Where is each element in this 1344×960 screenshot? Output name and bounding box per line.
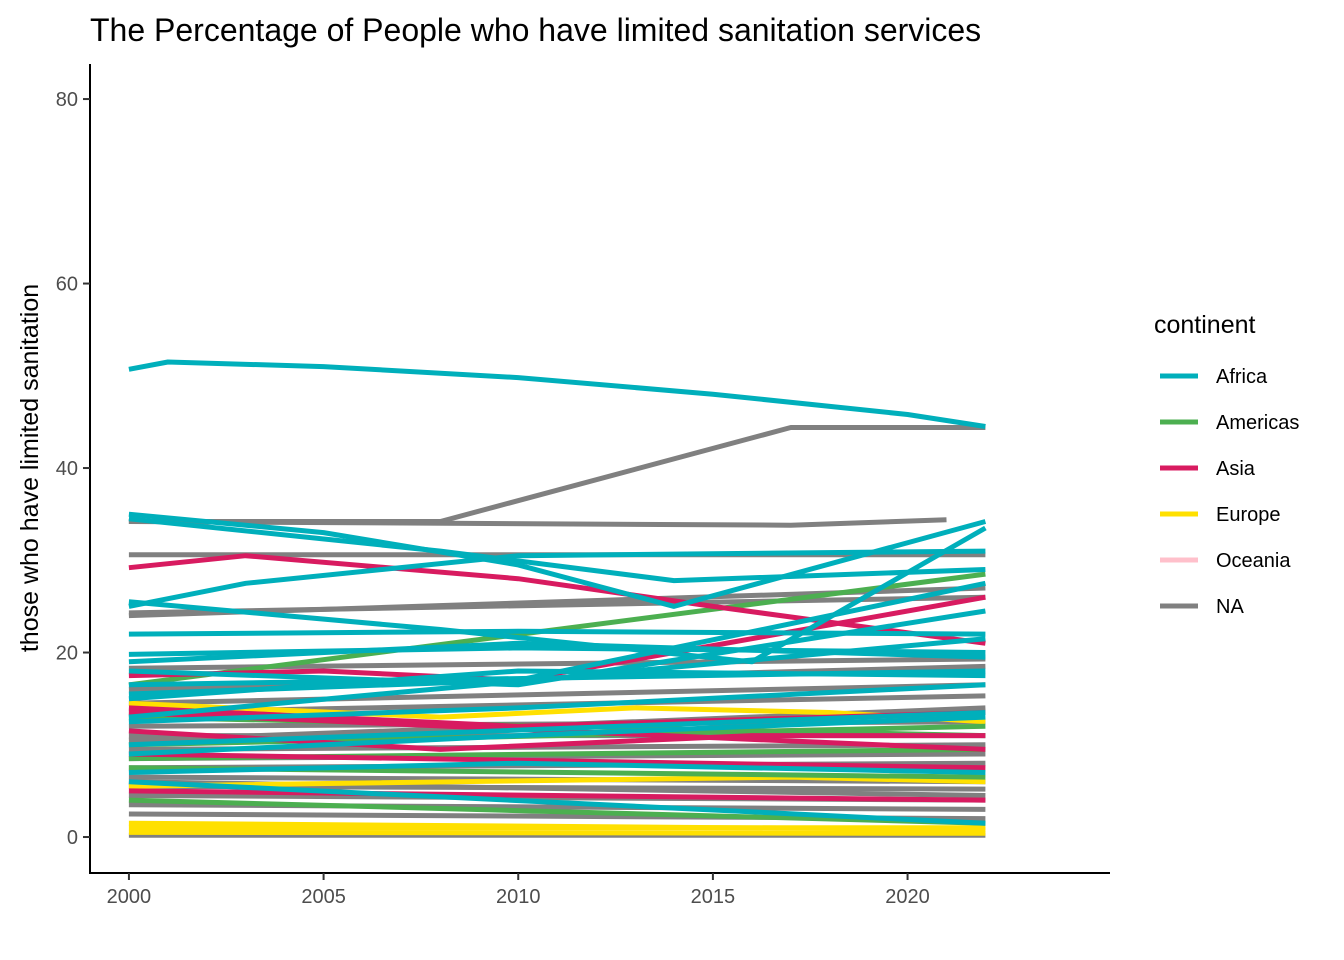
series-line-africa-44 xyxy=(128,525,987,665)
x-tick-label: 2020 xyxy=(885,886,930,908)
series-line-asia-38 xyxy=(128,751,986,771)
series-line-na-12 xyxy=(128,682,986,706)
series-line-europe-23 xyxy=(128,820,986,833)
y-tick-label: 20 xyxy=(56,643,78,665)
legend-label-africa: Africa xyxy=(1216,366,1268,388)
series-layer xyxy=(128,359,987,838)
series-line-africa-54 xyxy=(128,760,986,775)
x-ticks: 2000 2005 2010 2015 2020 xyxy=(107,873,930,908)
x-tick-label: 2000 xyxy=(107,886,152,908)
x-tick-label: 2010 xyxy=(496,886,541,908)
y-tick-label: 40 xyxy=(56,458,78,480)
x-tick-label: 2005 xyxy=(301,886,346,908)
legend-title: continent xyxy=(1154,311,1256,339)
y-ticks: 0 20 40 60 80 xyxy=(56,89,90,849)
x-tick-label: 2015 xyxy=(691,886,736,908)
series-line-africa-57 xyxy=(128,668,986,688)
y-axis-title: those who have limited sanitation xyxy=(16,284,44,652)
series-line-africa-53 xyxy=(128,714,986,757)
series-line-africa-55 xyxy=(128,779,986,826)
legend-label-asia: Asia xyxy=(1216,458,1256,480)
legend-label-europe: Europe xyxy=(1216,504,1281,526)
y-tick-label: 0 xyxy=(67,827,78,849)
series-line-africa-42 xyxy=(128,516,986,584)
series-line-na-18 xyxy=(128,517,947,528)
series-line-asia-36 xyxy=(128,788,986,803)
series-line-africa-52 xyxy=(128,710,986,748)
legend-label-na: NA xyxy=(1216,596,1244,618)
series-line-europe-24 xyxy=(128,829,986,836)
legend-label-americas: Americas xyxy=(1216,412,1299,434)
series-line-africa-43 xyxy=(128,548,986,609)
y-tick-label: 60 xyxy=(56,274,78,296)
chart-title: The Percentage of People who have limite… xyxy=(90,12,981,48)
series-line-africa-56 xyxy=(128,640,986,665)
legend-label-oceania: Oceania xyxy=(1216,550,1291,572)
series-line-africa-47 xyxy=(128,608,986,688)
series-line-africa-40 xyxy=(128,359,986,429)
legend: continent Africa Americas Asia Europe Oceani… xyxy=(1154,311,1299,618)
series-line-africa-51 xyxy=(128,682,986,725)
series-line-na-15 xyxy=(128,594,986,616)
series-line-americas-27 xyxy=(128,797,986,826)
series-line-na-17 xyxy=(128,425,986,524)
y-tick-label: 80 xyxy=(56,89,78,111)
